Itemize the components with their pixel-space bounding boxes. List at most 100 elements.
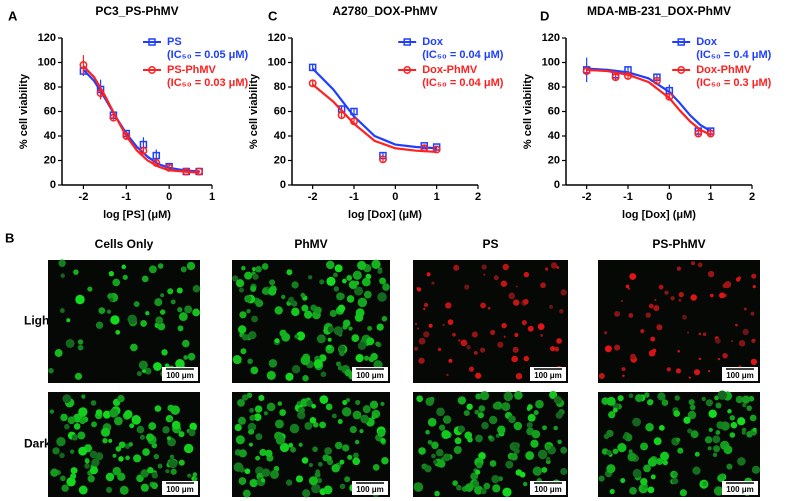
cell	[91, 421, 98, 428]
micrograph: 100 μm	[48, 392, 200, 497]
cell	[657, 392, 666, 401]
cell	[380, 401, 385, 406]
cell	[192, 284, 201, 293]
cell	[275, 435, 285, 445]
micrograph: 100 μm	[48, 259, 201, 383]
cell	[632, 468, 642, 478]
cell	[311, 403, 317, 409]
cell	[437, 347, 442, 352]
cell	[235, 279, 245, 288]
cell	[645, 312, 652, 318]
y-tick-label: 120	[542, 32, 560, 44]
cell	[87, 475, 95, 483]
cell	[255, 265, 262, 273]
cell	[144, 367, 152, 375]
legend-marker	[403, 38, 411, 46]
cell	[656, 324, 663, 331]
y-tick-label: 80	[274, 81, 286, 93]
cell	[707, 270, 715, 278]
cell	[64, 423, 70, 430]
cell	[513, 442, 520, 449]
cell	[480, 302, 487, 309]
cell	[338, 345, 346, 353]
scale-bar-label: 100 μm	[356, 371, 384, 380]
legend-annotation: (IC₅₀ = 0.3 μM)	[696, 77, 771, 89]
cell	[352, 270, 362, 280]
cell	[366, 337, 375, 346]
y-tick-label: 100	[38, 56, 56, 68]
cell	[675, 368, 682, 374]
cell	[288, 296, 295, 303]
cell	[514, 333, 519, 338]
cell	[110, 315, 120, 325]
cell	[527, 404, 533, 410]
cell	[351, 334, 360, 343]
cell	[492, 484, 501, 493]
cell	[532, 466, 542, 476]
cell	[349, 426, 357, 434]
cell	[650, 474, 656, 480]
cell	[161, 349, 168, 356]
scale-bar-box	[162, 481, 198, 495]
cell	[332, 272, 338, 278]
cell	[488, 435, 493, 440]
cell	[369, 400, 379, 409]
cell	[515, 285, 518, 288]
cell	[688, 376, 691, 379]
micrograph: 100 μm	[232, 392, 390, 498]
cell	[238, 477, 247, 485]
cell	[148, 265, 157, 274]
cell	[333, 286, 340, 292]
cell	[260, 478, 266, 483]
cell	[598, 373, 605, 380]
cell	[742, 328, 749, 336]
cell	[475, 372, 482, 379]
cell	[345, 398, 350, 403]
cell	[312, 446, 318, 453]
cell	[704, 436, 713, 444]
cell	[155, 316, 164, 325]
cell	[319, 354, 327, 362]
cell	[87, 286, 93, 292]
cell	[240, 348, 247, 355]
cell	[544, 267, 549, 271]
cell	[705, 399, 713, 407]
cell	[474, 409, 480, 415]
cell	[307, 275, 313, 280]
cell	[79, 418, 86, 425]
cell	[325, 260, 335, 270]
cell	[515, 373, 523, 380]
cell	[555, 411, 563, 419]
cell	[606, 396, 616, 406]
cell	[735, 323, 738, 327]
legend-label: Dox-PhMV	[422, 64, 478, 76]
cell	[511, 355, 518, 363]
legend-label: Dox-PhMV	[696, 64, 752, 76]
cell	[124, 409, 133, 419]
cell	[627, 452, 637, 462]
cell	[102, 410, 111, 419]
cell	[131, 415, 142, 425]
cell	[692, 466, 701, 475]
cell	[707, 446, 712, 451]
cell	[62, 394, 72, 404]
legend-annotation: (IC₅₀ = 0.04 μM)	[422, 77, 504, 89]
cell	[650, 336, 656, 342]
cell	[238, 287, 245, 293]
cell	[357, 341, 367, 351]
cell	[239, 311, 247, 319]
panel-label: D	[540, 8, 549, 23]
cell	[339, 459, 345, 465]
cell	[327, 326, 335, 333]
cell	[125, 455, 130, 461]
cell	[715, 430, 721, 435]
cell	[640, 477, 648, 486]
cell	[488, 415, 498, 425]
cell	[311, 483, 321, 494]
cell	[442, 453, 451, 462]
cell	[319, 395, 329, 404]
cell	[647, 457, 658, 467]
cell	[614, 344, 621, 351]
cell	[458, 339, 461, 342]
cell	[479, 391, 490, 401]
